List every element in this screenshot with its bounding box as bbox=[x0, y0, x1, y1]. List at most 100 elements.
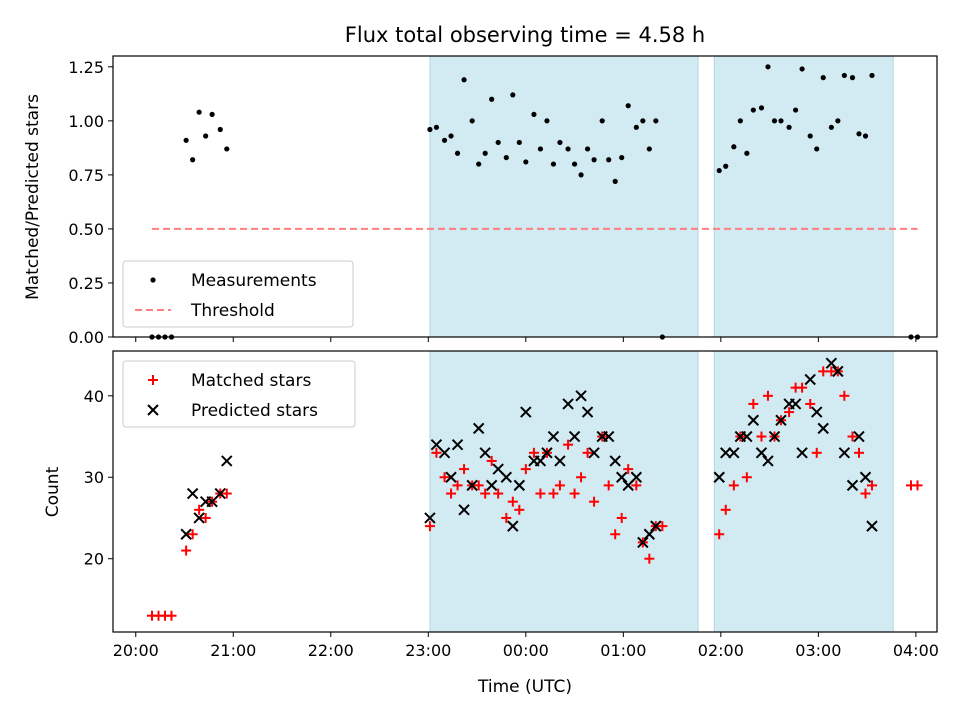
predicted-star-marker bbox=[479, 447, 491, 459]
measurement-point bbox=[869, 72, 875, 79]
predicted-star-marker bbox=[547, 430, 560, 443]
x-b bbox=[581, 406, 594, 418]
x-b bbox=[741, 430, 753, 443]
matched-star-marker bbox=[431, 447, 442, 458]
x-b bbox=[796, 447, 808, 459]
predicted-star-marker bbox=[568, 430, 581, 443]
legend-label: Measurements bbox=[191, 271, 317, 291]
legend: Matched stars Predicted stars bbox=[122, 360, 356, 428]
matched-star-marker bbox=[805, 398, 816, 409]
x-b bbox=[825, 357, 838, 369]
measurement-point bbox=[461, 77, 467, 83]
x-b bbox=[789, 398, 802, 410]
x-b bbox=[424, 512, 436, 524]
x-b bbox=[458, 504, 470, 516]
predicted-star-marker bbox=[186, 487, 199, 500]
measurement-point bbox=[786, 124, 792, 130]
observing-window-1 bbox=[429, 55, 699, 338]
x-tick-label: 23:00 bbox=[405, 641, 451, 660]
legend-box bbox=[122, 360, 356, 428]
legend-entry: Predicted stars bbox=[147, 401, 318, 421]
measurement-point bbox=[653, 118, 659, 124]
matched-star-marker bbox=[720, 504, 731, 515]
predicted-star-marker bbox=[789, 398, 802, 410]
measurement-point bbox=[862, 133, 869, 139]
measurement-point bbox=[441, 137, 448, 143]
matched-star-marker bbox=[452, 480, 463, 491]
y-tick-label: 20 bbox=[84, 550, 104, 569]
measurement-point bbox=[814, 146, 820, 152]
measurement-point bbox=[758, 105, 765, 111]
measurement-point bbox=[516, 139, 522, 146]
matched-star-marker bbox=[194, 504, 205, 515]
predicted-star-marker bbox=[541, 447, 553, 459]
x-b bbox=[804, 373, 816, 386]
predicted-star-marker bbox=[804, 373, 816, 386]
measurement-point bbox=[744, 150, 750, 156]
matched-star-marker bbox=[480, 488, 491, 499]
predicted-star-marker bbox=[796, 447, 808, 459]
measurement-point bbox=[731, 144, 737, 150]
measurement-point bbox=[723, 163, 729, 169]
x-b bbox=[615, 471, 628, 483]
matched-star-marker bbox=[535, 488, 546, 499]
measurements-panel: 0.00 0.25 0.50 0.75 1.00 1.25 Measurements Thre… bbox=[68, 55, 938, 347]
predicted-star-marker bbox=[458, 504, 470, 516]
predicted-star-marker bbox=[445, 471, 457, 483]
predicted-star-marker bbox=[520, 406, 532, 418]
x-b bbox=[866, 520, 878, 532]
x-tick-label: 04:00 bbox=[893, 641, 939, 660]
x-b bbox=[445, 471, 457, 483]
matched-star-marker bbox=[644, 553, 655, 564]
x-b bbox=[513, 479, 526, 492]
measurement-point bbox=[224, 146, 230, 152]
legend-entry: Measurements bbox=[150, 271, 317, 291]
x-b bbox=[507, 520, 519, 532]
predicted-star-marker bbox=[859, 471, 872, 483]
measurement-point bbox=[454, 150, 461, 156]
matched-star-marker bbox=[486, 455, 497, 466]
x-b bbox=[755, 447, 768, 459]
matched-star-marker bbox=[741, 472, 752, 483]
series-measurements bbox=[149, 64, 921, 340]
x-b bbox=[575, 390, 587, 402]
matched-star-marker bbox=[582, 447, 593, 458]
legend-label: Matched stars bbox=[191, 371, 311, 391]
measurement-point bbox=[856, 131, 862, 137]
measurement-point bbox=[737, 118, 743, 124]
predicted-star-marker bbox=[853, 430, 865, 443]
measurement-point bbox=[190, 157, 196, 163]
x-tick-label: 02:00 bbox=[698, 641, 744, 660]
x-tick-label: 22:00 bbox=[308, 641, 354, 660]
matched-star-marker bbox=[554, 480, 565, 491]
predicted-star-marker bbox=[588, 447, 600, 459]
legend-entry: Matched stars bbox=[148, 371, 311, 391]
matched-star-marker bbox=[839, 390, 850, 401]
predicted-star-marker bbox=[472, 422, 485, 435]
matched-star-marker bbox=[493, 488, 504, 499]
predicted-star-marker bbox=[214, 487, 226, 500]
measurement-point bbox=[571, 161, 578, 167]
predicted-star-marker bbox=[838, 447, 851, 459]
x-b bbox=[534, 455, 547, 467]
x-b bbox=[811, 406, 823, 418]
legend-dot-icon bbox=[150, 277, 156, 283]
predicted-star-marker bbox=[755, 447, 768, 459]
x-b bbox=[609, 455, 621, 467]
x-b bbox=[817, 422, 829, 435]
y-axis-label-top: Matched/Predicted stars bbox=[23, 94, 43, 300]
matched-star-marker bbox=[187, 529, 198, 540]
x-b bbox=[588, 447, 600, 459]
y-tick-label: 1.25 bbox=[68, 58, 104, 77]
x-b bbox=[451, 438, 464, 451]
x-axis-label: Time (UTC) bbox=[477, 677, 572, 697]
measurement-point bbox=[489, 96, 495, 102]
measurement-point bbox=[433, 124, 440, 130]
matched-star-marker bbox=[847, 431, 858, 442]
predicted-star-marker bbox=[554, 455, 566, 467]
matched-star-marker bbox=[424, 521, 435, 532]
predicted-star-marker bbox=[762, 455, 774, 467]
matched-star-marker bbox=[221, 488, 232, 499]
measurement-point bbox=[778, 118, 784, 124]
y-tick-label: 1.00 bbox=[68, 112, 104, 131]
